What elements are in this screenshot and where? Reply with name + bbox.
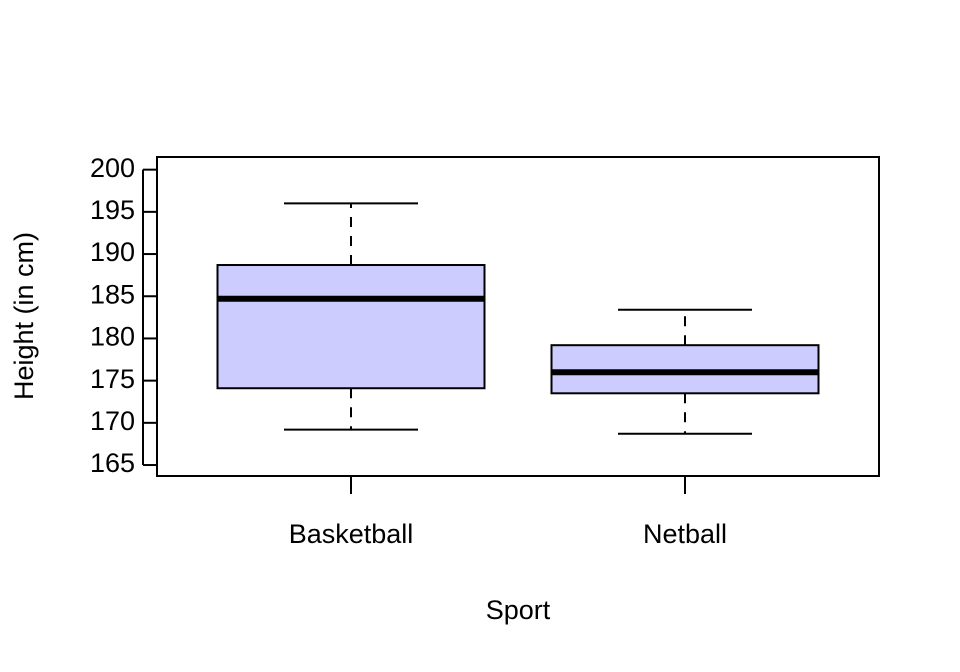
x-tick-label: Netball bbox=[643, 519, 727, 549]
y-tick-label: 190 bbox=[90, 237, 135, 267]
y-tick-label: 180 bbox=[90, 322, 135, 352]
y-tick-label: 185 bbox=[90, 279, 135, 309]
y-tick-label: 175 bbox=[90, 364, 135, 394]
y-axis-label: Height (in cm) bbox=[9, 232, 39, 400]
y-tick-label: 195 bbox=[90, 195, 135, 225]
y-tick-label: 200 bbox=[90, 153, 135, 183]
x-tick-label: Basketball bbox=[289, 519, 414, 549]
plot-frame bbox=[156, 156, 880, 477]
box bbox=[216, 264, 486, 390]
y-tick-label: 165 bbox=[90, 448, 135, 478]
y-tick-label: 170 bbox=[90, 406, 135, 436]
x-axis-label: Sport bbox=[486, 595, 551, 625]
